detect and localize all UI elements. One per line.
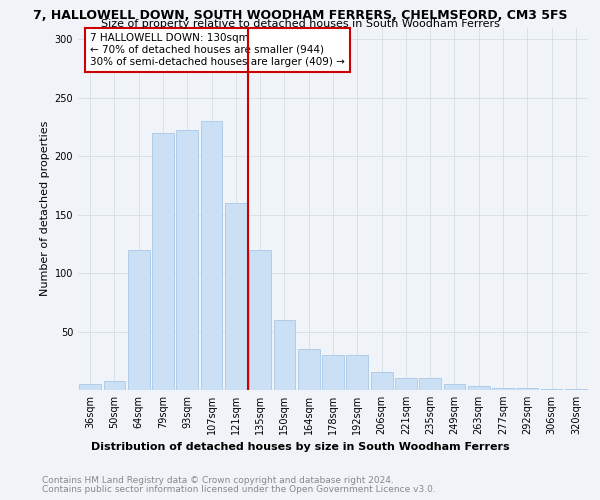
Bar [225, 203, 247, 390]
Text: Distribution of detached houses by size in South Woodham Ferrers: Distribution of detached houses by size … [91, 442, 509, 452]
Bar [517, 388, 538, 390]
Bar [346, 355, 368, 390]
Text: Size of property relative to detached houses in South Woodham Ferrers: Size of property relative to detached ho… [101, 19, 499, 29]
Bar [565, 389, 587, 390]
Bar [200, 121, 223, 390]
Text: 7 HALLOWELL DOWN: 130sqm
← 70% of detached houses are smaller (944)
30% of semi-: 7 HALLOWELL DOWN: 130sqm ← 70% of detach… [90, 34, 345, 66]
Bar [298, 349, 320, 390]
Y-axis label: Number of detached properties: Number of detached properties [40, 121, 50, 296]
Bar [128, 250, 149, 390]
Bar [249, 250, 271, 390]
Bar [274, 320, 295, 390]
Text: Contains HM Land Registry data © Crown copyright and database right 2024.: Contains HM Land Registry data © Crown c… [42, 476, 394, 485]
Bar [419, 378, 441, 390]
Bar [395, 378, 417, 390]
Bar [104, 380, 125, 390]
Bar [152, 132, 174, 390]
Bar [176, 130, 198, 390]
Bar [79, 384, 101, 390]
Bar [541, 389, 562, 390]
Text: Contains public sector information licensed under the Open Government Licence v3: Contains public sector information licen… [42, 485, 436, 494]
Bar [443, 384, 466, 390]
Text: 7, HALLOWELL DOWN, SOUTH WOODHAM FERRERS, CHELMSFORD, CM3 5FS: 7, HALLOWELL DOWN, SOUTH WOODHAM FERRERS… [33, 9, 567, 22]
Bar [322, 355, 344, 390]
Bar [371, 372, 392, 390]
Bar [468, 386, 490, 390]
Bar [492, 388, 514, 390]
